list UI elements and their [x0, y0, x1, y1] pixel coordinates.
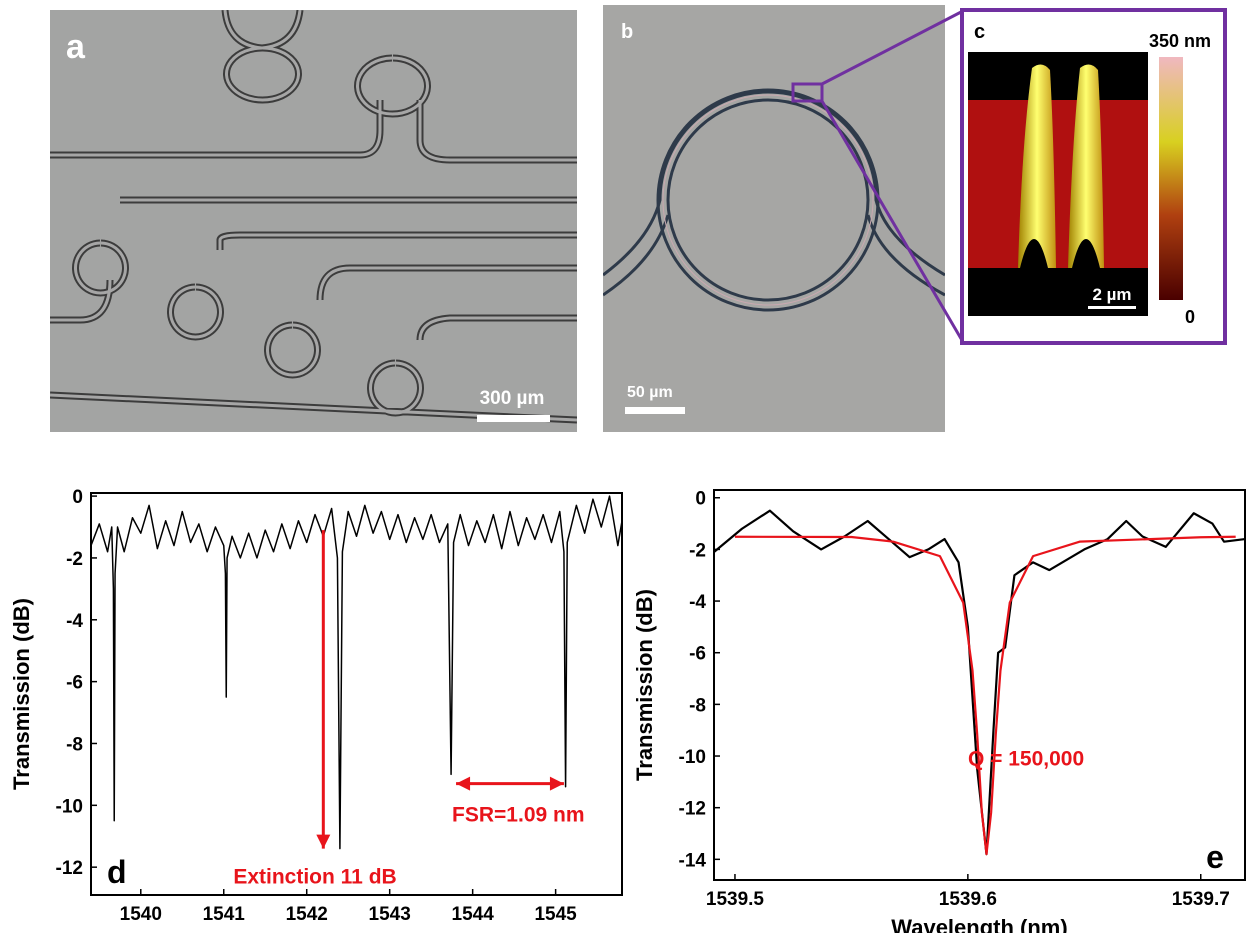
panel-label: c [974, 21, 985, 43]
arrow-head [456, 776, 471, 791]
data-line [90, 495, 623, 850]
scale-bar [1088, 306, 1136, 309]
x-tick-label: 1541 [203, 904, 246, 925]
x-axis-label: Wavelength (nm) [891, 915, 1067, 933]
colorbar-max: 350 nm [1149, 31, 1211, 51]
y-tick-label: -8 [689, 695, 706, 716]
y-tick-label: -6 [66, 673, 83, 694]
y-tick-label: -14 [679, 850, 707, 871]
plot-frame [713, 489, 1246, 881]
y-tick-label: -8 [66, 734, 83, 755]
annotation: Extinction 11 dB [233, 865, 396, 888]
y-axis-label: Transmission (dB) [9, 598, 34, 790]
scale-bar-label: 300 µm [480, 388, 545, 409]
x-tick-label: 1544 [452, 904, 495, 925]
plot-frame [90, 492, 623, 896]
scale-bar [625, 407, 685, 414]
panel-label: e [1206, 839, 1224, 875]
data-line [713, 509, 1246, 856]
panel-label: a [66, 28, 86, 66]
annotation: FSR=1.09 nm [452, 804, 584, 827]
y-tick-label: -10 [679, 747, 706, 768]
x-tick-label: 1539.7 [1172, 889, 1230, 910]
y-tick-label: -4 [689, 592, 706, 613]
x-tick-label: 1543 [369, 904, 411, 925]
y-axis-label: Transmission (dB) [632, 589, 657, 781]
y-tick-label: -6 [689, 644, 706, 665]
scale-bar [477, 415, 550, 422]
arrow-head [316, 834, 331, 849]
y-tick-label: -12 [56, 858, 83, 879]
y-tick-label: -2 [689, 540, 706, 561]
micrograph-b [603, 5, 945, 432]
y-tick-label: 0 [72, 487, 83, 508]
afm-image-c [960, 8, 1227, 345]
arrow-head [549, 776, 564, 791]
scale-bar-label: 50 µm [627, 384, 673, 401]
scale-bar-label: 2 µm [1092, 285, 1131, 304]
y-tick-label: -10 [56, 796, 83, 817]
data-line [734, 535, 1236, 856]
x-tick-label: 1545 [534, 904, 577, 925]
x-tick-label: 1542 [286, 904, 328, 925]
y-tick-label: -4 [66, 611, 83, 632]
y-tick-label: 0 [695, 489, 706, 510]
panel-label: d [107, 854, 127, 890]
panel-label: b [621, 21, 633, 43]
x-tick-label: 1539.5 [706, 889, 765, 910]
y-tick-label: -2 [66, 549, 83, 570]
micrograph-a [50, 10, 577, 432]
colorbar-min: 0 [1185, 307, 1195, 327]
annotation: Q = 150,000 [968, 748, 1084, 771]
y-tick-label: -12 [679, 799, 706, 820]
x-tick-label: 1540 [120, 904, 162, 925]
x-tick-label: 1539.6 [939, 889, 997, 910]
